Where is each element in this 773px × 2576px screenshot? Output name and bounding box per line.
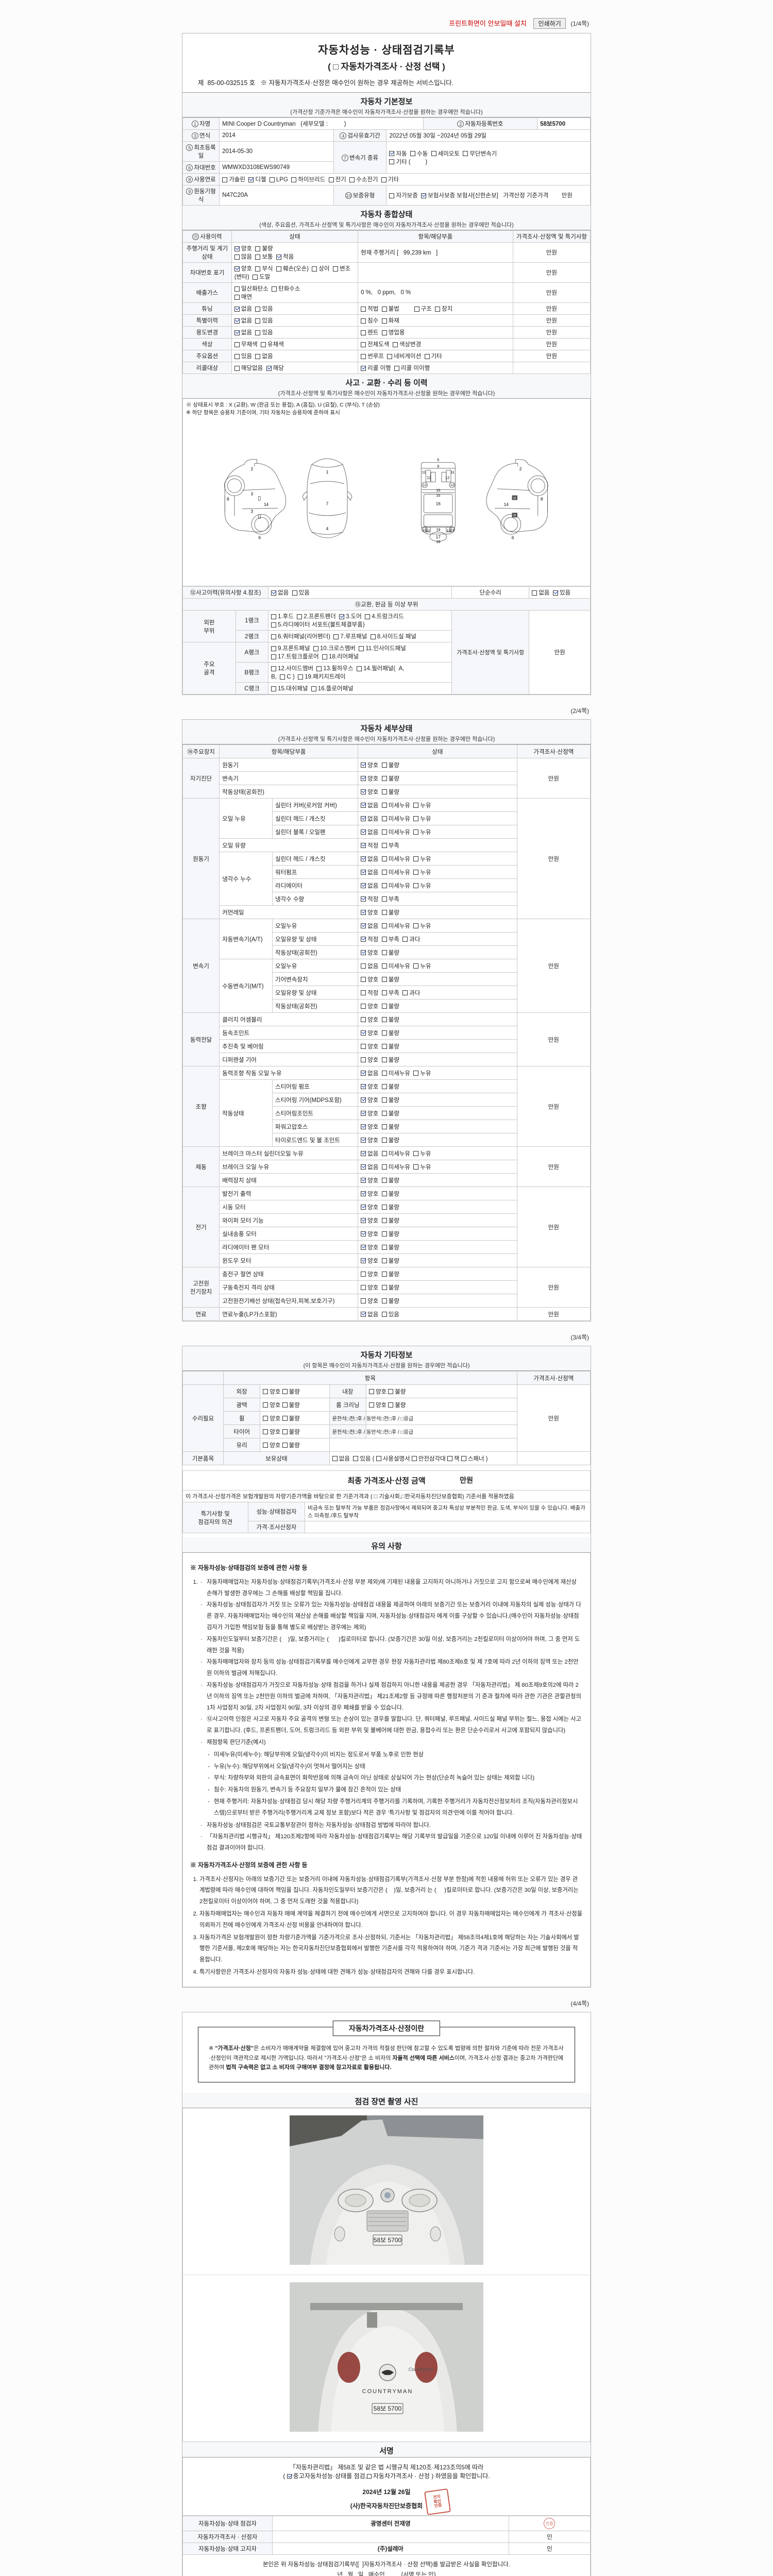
svg-text:58보 5700: 58보 5700 bbox=[374, 2236, 402, 2244]
svg-text:Countryman: Countryman bbox=[408, 2367, 433, 2372]
svg-text:2: 2 bbox=[519, 467, 522, 471]
svg-text:7: 7 bbox=[326, 501, 329, 506]
svg-text:1: 1 bbox=[326, 470, 329, 474]
svg-text:12: 12 bbox=[445, 475, 449, 480]
svg-text:2: 2 bbox=[250, 467, 253, 471]
svg-text:58보 5700: 58보 5700 bbox=[374, 2405, 402, 2412]
svg-text:COUNTRYMAN: COUNTRYMAN bbox=[362, 2388, 413, 2395]
svg-text:6: 6 bbox=[258, 535, 261, 540]
svg-text:12: 12 bbox=[427, 475, 431, 480]
svg-text:13: 13 bbox=[450, 529, 454, 532]
svg-text:4: 4 bbox=[326, 527, 329, 531]
svg-text:12: 12 bbox=[426, 529, 430, 533]
svg-text:14: 14 bbox=[264, 502, 269, 507]
svg-text:12: 12 bbox=[447, 529, 451, 533]
svg-text:15: 15 bbox=[436, 493, 440, 498]
svg-text:MINI: MINI bbox=[384, 2372, 392, 2376]
svg-text:19: 19 bbox=[436, 528, 440, 532]
svg-text:8: 8 bbox=[541, 497, 543, 501]
svg-text:6: 6 bbox=[512, 535, 514, 540]
svg-text:13: 13 bbox=[450, 484, 454, 487]
svg-text:3: 3 bbox=[250, 492, 253, 497]
svg-text:11: 11 bbox=[422, 470, 426, 474]
svg-text:17: 17 bbox=[436, 535, 441, 539]
svg-text:18: 18 bbox=[436, 539, 440, 544]
svg-text:3: 3 bbox=[250, 509, 253, 514]
svg-text:W: W bbox=[513, 514, 516, 517]
svg-text:9: 9 bbox=[437, 464, 439, 469]
svg-text:10: 10 bbox=[436, 488, 440, 493]
svg-text:5: 5 bbox=[437, 457, 439, 462]
svg-text:13: 13 bbox=[423, 484, 427, 487]
svg-text:8: 8 bbox=[227, 497, 229, 501]
svg-text:11: 11 bbox=[450, 470, 455, 474]
svg-text:16: 16 bbox=[436, 501, 441, 506]
svg-text:14: 14 bbox=[504, 502, 509, 507]
svg-text:W: W bbox=[513, 497, 516, 500]
